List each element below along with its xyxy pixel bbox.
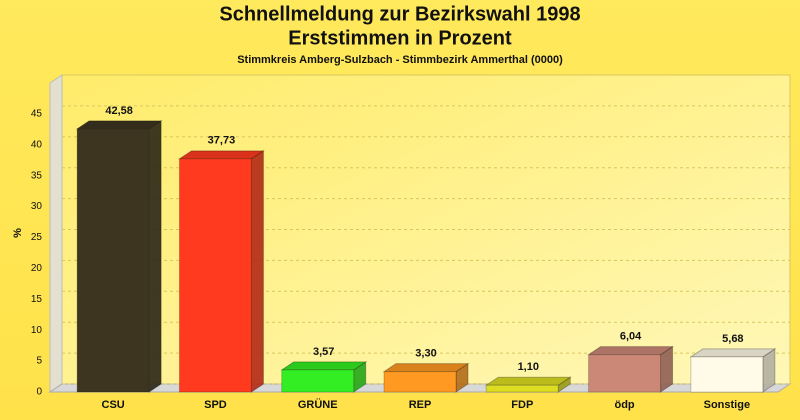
x-tick-label: SPD	[204, 399, 227, 411]
bar	[178, 158, 252, 393]
x-tick-label: Sonstige	[704, 399, 750, 411]
bar-top	[382, 363, 470, 373]
bar	[76, 128, 150, 393]
bar-side	[250, 149, 264, 393]
y-tick-label: 30	[31, 201, 43, 212]
y-axis-label: %	[12, 228, 24, 238]
bar	[690, 356, 764, 393]
y-tick-label: 15	[31, 294, 43, 305]
chart-title: Erststimmen in Prozent	[288, 27, 512, 49]
x-tick-label: ödp	[614, 399, 634, 411]
bar-top	[484, 376, 572, 386]
value-label: 37,73	[208, 135, 236, 147]
y-tick-label: 0	[36, 387, 42, 398]
chart-subtitle: Stimmkreis Amberg-Sulzbach - Stimmbezirk…	[237, 54, 563, 66]
x-tick-label: REP	[409, 399, 432, 411]
y-tick-label: 45	[31, 109, 43, 120]
value-label: 42,58	[105, 105, 133, 117]
bar	[281, 369, 355, 393]
bar	[588, 354, 662, 393]
chart-title: Schnellmeldung zur Bezirkswahl 1998	[219, 3, 580, 25]
bar	[383, 371, 457, 393]
value-label: 6,04	[620, 331, 642, 343]
y-tick-label: 10	[31, 325, 43, 336]
x-tick-label: FDP	[511, 399, 533, 411]
y-tick-label: 5	[36, 356, 42, 367]
y-tick-label: 20	[31, 263, 43, 274]
bar-top	[689, 348, 777, 358]
y-tick-label: 35	[31, 170, 43, 181]
value-label: 3,30	[415, 348, 436, 360]
value-label: 5,68	[722, 333, 743, 345]
bar-top	[75, 120, 163, 130]
bar-top	[280, 361, 368, 371]
bar-side	[148, 119, 162, 393]
bar-top	[177, 150, 266, 160]
x-tick-label: CSU	[102, 399, 125, 411]
bar	[485, 384, 559, 393]
x-tick-label: GRÜNE	[298, 398, 338, 411]
y-tick-label: 40	[31, 139, 43, 150]
value-label: 1,10	[518, 361, 539, 373]
value-label: 3,57	[313, 346, 334, 358]
bar-top	[586, 346, 675, 356]
y-tick-label: 25	[31, 232, 43, 243]
left-wall	[49, 74, 63, 393]
